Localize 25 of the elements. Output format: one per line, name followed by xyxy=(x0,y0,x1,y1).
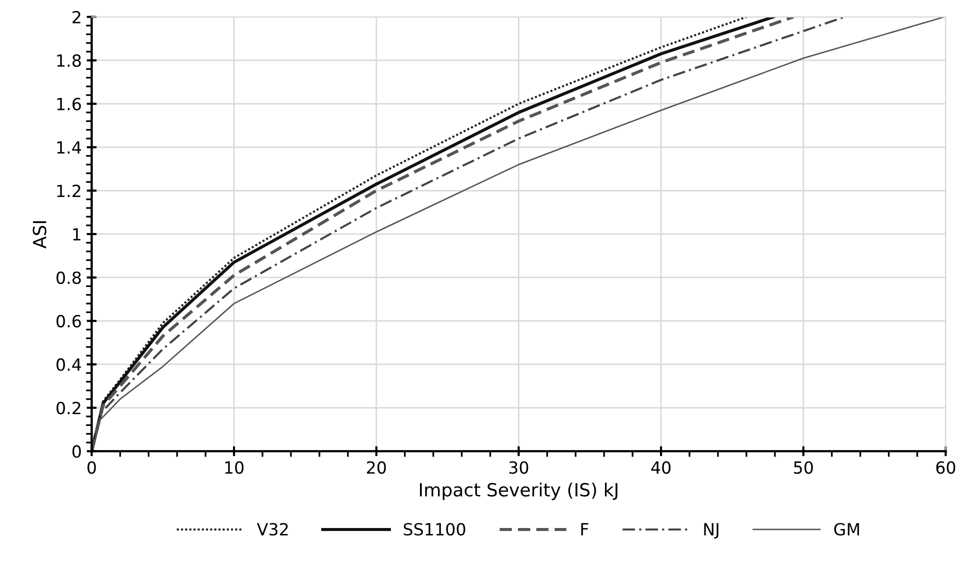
x-tick-label: 20 xyxy=(366,461,386,474)
legend-label: GM xyxy=(834,522,859,536)
y-tick-label: 1.2 xyxy=(57,184,80,197)
y-tick-label: 0.8 xyxy=(56,271,81,284)
y-tick-label: 0.6 xyxy=(56,314,81,328)
x-tick-label: 40 xyxy=(651,461,671,474)
y-tick-label: 1.8 xyxy=(57,54,81,67)
x-tick-label: 0 xyxy=(87,461,96,474)
y-tick-label: 1.6 xyxy=(57,98,81,110)
x-tick-label: 50 xyxy=(794,461,813,474)
legend-label: F xyxy=(581,523,588,536)
x-axis-title: Impact Severity (IS) kJ xyxy=(420,482,618,500)
y-tick-label: 0 xyxy=(72,445,81,458)
legend-label: NJ xyxy=(704,523,718,539)
y-tick-label: 2 xyxy=(72,10,80,24)
y-axis-title: ASI xyxy=(32,221,46,248)
x-tick-label: 10 xyxy=(225,461,244,474)
legend-label: V32 xyxy=(256,522,288,536)
y-tick-label: 1.4 xyxy=(57,141,82,154)
x-tick-label: 30 xyxy=(509,461,528,474)
legend-label: SS1100 xyxy=(404,522,466,536)
x-tick-label: 60 xyxy=(936,461,956,474)
y-tick-label: 1 xyxy=(73,228,80,240)
y-tick-label: 0.4 xyxy=(56,358,82,371)
y-tick-label: 0.2 xyxy=(56,402,80,414)
